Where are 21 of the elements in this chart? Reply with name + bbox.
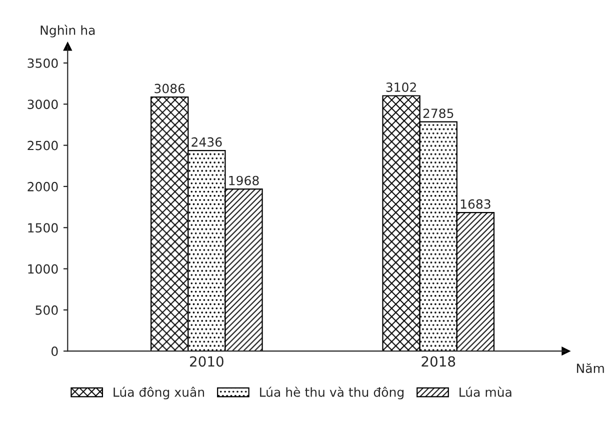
y-tick-label: 1500 xyxy=(28,223,58,233)
legend-label: Lúa đông xuân xyxy=(114,386,204,400)
data-label: 1683 xyxy=(460,199,490,209)
x-axis-title: Năm xyxy=(576,363,604,373)
y-tick-label: 0 xyxy=(51,346,58,356)
y-tick-label: 500 xyxy=(36,305,58,315)
data-label: 2785 xyxy=(423,108,454,118)
data-label: 1968 xyxy=(229,176,259,186)
y-tick-label: 3000 xyxy=(28,100,58,110)
legend-label: Lúa mùa xyxy=(460,386,512,397)
y-axis-title: Nghìn ha xyxy=(40,24,95,38)
legend-label: Lúa hè thu và thu đông xyxy=(260,386,404,400)
y-tick-label: 2500 xyxy=(28,140,58,150)
y-tick-label: 3500 xyxy=(28,58,58,68)
y-tick-label: 1000 xyxy=(28,264,58,274)
x-tick-label: 2010 xyxy=(190,356,224,367)
x-tick-label: 2018 xyxy=(422,356,456,367)
data-label: 3086 xyxy=(154,84,185,94)
data-label: 3102 xyxy=(386,82,416,92)
y-tick-label: 2000 xyxy=(28,182,58,192)
data-label: 2436 xyxy=(192,137,222,147)
